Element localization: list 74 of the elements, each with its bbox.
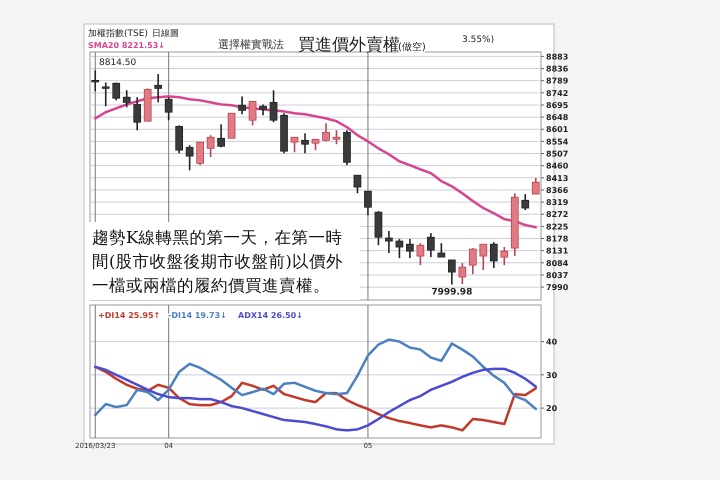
y-tick-label: 8883 — [546, 52, 568, 62]
candlestick — [91, 70, 100, 92]
y-tick-label: 8601 — [546, 125, 569, 134]
line-series — [94, 95, 538, 229]
candlestick — [112, 82, 120, 102]
candlestick — [354, 174, 362, 194]
candlestick — [164, 96, 173, 121]
candlestick — [102, 82, 110, 108]
text: ADX14 26.50↓ — [238, 311, 303, 320]
y-tick-label: 8413 — [546, 174, 568, 183]
candlestick — [521, 193, 530, 211]
candlestick — [206, 134, 214, 158]
candlestick — [322, 122, 330, 142]
candlestick — [332, 129, 340, 146]
candlestick — [186, 144, 194, 172]
y-tick-label: 8037 — [546, 270, 568, 280]
y-tick-label: 8460 — [546, 162, 569, 171]
text: 加權指數(TSE) — [88, 28, 148, 39]
y-tick-label: 8836 — [546, 64, 569, 74]
candlestick — [458, 262, 466, 285]
y-tick-label: 8648 — [546, 113, 569, 122]
y-tick-label: 8789 — [546, 76, 569, 86]
y-tick-label: 8366 — [546, 186, 569, 195]
candlestick — [490, 241, 498, 269]
candlestick — [500, 246, 508, 266]
y-tick-label: 7990 — [546, 283, 569, 292]
text: 日線圖 — [152, 28, 179, 39]
candlestick — [301, 132, 309, 154]
annotation: 趨勢K線轉黑的第一天，在第一時間(股市收盤後期市收盤前)以價外一檔或兩檔的履約價買進賣權。 — [88, 222, 360, 300]
candlestick — [416, 242, 424, 266]
candlestick — [238, 96, 246, 116]
y-tick-label: 8554 — [546, 137, 569, 146]
candlestick — [427, 232, 435, 258]
chart-title: 買進價外賣權 — [298, 35, 400, 55]
candlestick — [312, 138, 320, 151]
y-tick-label: 8178 — [546, 234, 569, 244]
y-tick-label: 8319 — [546, 198, 569, 208]
text: SMA20 8221.53↓ — [88, 41, 165, 50]
y-tick-label: 20 — [546, 404, 558, 414]
candlestick — [259, 104, 267, 116]
candlestick — [406, 238, 414, 259]
chart-subtitle: 選擇權實戰法 — [218, 38, 284, 51]
y-tick-label: 8695 — [546, 100, 569, 110]
candlestick — [396, 238, 404, 259]
candlestick — [270, 89, 278, 124]
candlestick — [438, 242, 446, 258]
candlestick — [175, 124, 184, 154]
annotation: 7999.98 — [431, 288, 472, 298]
y-tick-label: 8084 — [546, 258, 569, 268]
candlestick — [532, 177, 540, 195]
candlestick — [196, 141, 204, 166]
text: 3.55%) — [462, 35, 494, 45]
annotation: 8814.50 — [99, 58, 136, 68]
annotation: (做空) — [398, 41, 426, 53]
y-tick-label: 8742 — [546, 88, 568, 98]
candlestick — [217, 124, 225, 148]
candlestick — [133, 96, 142, 132]
y-tick-label: 8131 — [546, 246, 569, 256]
y-tick-label: 8225 — [546, 222, 569, 232]
y-tick-label: 40 — [546, 338, 558, 347]
line-series — [94, 338, 538, 416]
candlestick — [448, 259, 456, 286]
candlestick — [122, 89, 131, 108]
y-tick-label: 8507 — [546, 150, 568, 159]
y-tick-label: 30 — [546, 370, 558, 380]
candlestick — [154, 73, 162, 104]
candlestick — [364, 190, 372, 216]
candlestick — [479, 243, 488, 271]
y-tick-label: 8272 — [546, 210, 568, 220]
candlestick — [248, 100, 256, 126]
candlestick — [290, 136, 298, 154]
candlestick — [385, 230, 393, 254]
text: +DI14 25.95↑ — [98, 311, 160, 320]
candlestick — [468, 247, 477, 275]
